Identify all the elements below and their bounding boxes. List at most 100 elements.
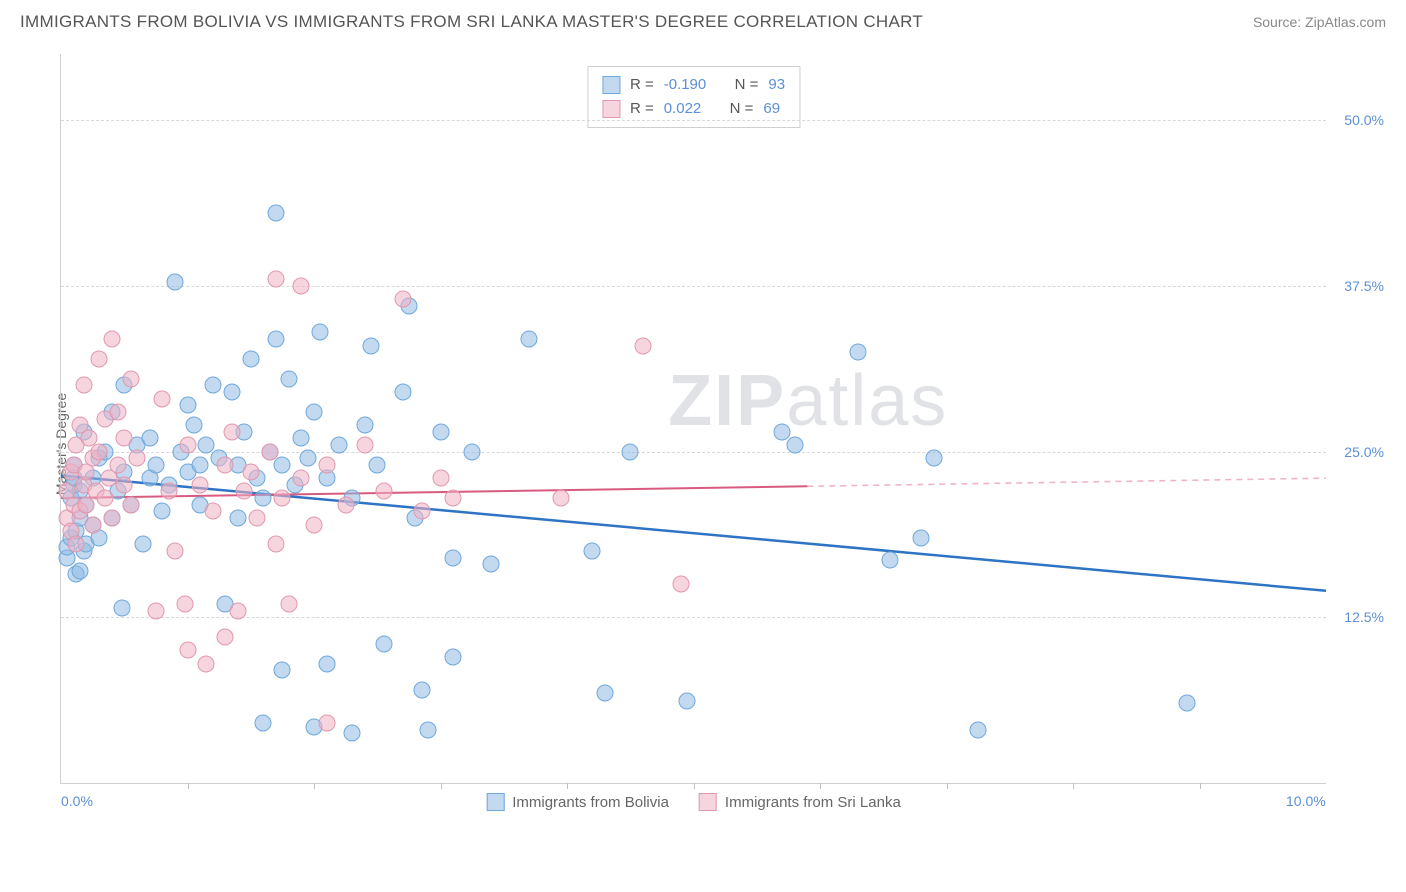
scatter-point	[318, 655, 335, 672]
scatter-point	[274, 490, 291, 507]
scatter-point	[419, 721, 436, 738]
r-value-srilanka: 0.022	[664, 97, 702, 121]
scatter-point	[293, 470, 310, 487]
n-value-srilanka: 69	[763, 97, 780, 121]
scatter-point	[68, 536, 85, 553]
scatter-point	[280, 596, 297, 613]
scatter-point	[217, 629, 234, 646]
gridline	[61, 617, 1326, 618]
scatter-point	[356, 437, 373, 454]
legend-label-bolivia: Immigrants from Bolivia	[512, 794, 669, 811]
scatter-point	[179, 437, 196, 454]
watermark: ZIPatlas	[668, 360, 948, 442]
scatter-point	[622, 443, 639, 460]
scatter-point	[204, 503, 221, 520]
scatter-point	[774, 423, 791, 440]
scatter-point	[293, 430, 310, 447]
scatter-point	[90, 350, 107, 367]
y-tick-label: 12.5%	[1344, 609, 1384, 625]
y-tick-label: 50.0%	[1344, 112, 1384, 128]
trend-lines	[61, 54, 1326, 783]
x-tick-label: 0.0%	[61, 793, 93, 809]
scatter-point	[584, 543, 601, 560]
x-tick-label: 10.0%	[1286, 793, 1326, 809]
scatter-point	[75, 377, 92, 394]
stats-row-bolivia: R = -0.190 N = 93	[602, 73, 785, 97]
scatter-point	[179, 642, 196, 659]
scatter-point	[268, 536, 285, 553]
scatter-point	[230, 602, 247, 619]
scatter-point	[223, 423, 240, 440]
scatter-point	[445, 490, 462, 507]
scatter-point	[166, 543, 183, 560]
x-minor-tick	[947, 783, 948, 789]
x-minor-tick	[441, 783, 442, 789]
scatter-point	[103, 509, 120, 526]
scatter-point	[299, 450, 316, 467]
scatter-point	[116, 430, 133, 447]
scatter-point	[268, 330, 285, 347]
scatter-point	[394, 291, 411, 308]
scatter-point	[293, 277, 310, 294]
scatter-point	[445, 549, 462, 566]
scatter-point	[413, 503, 430, 520]
watermark-bold: ZIP	[668, 361, 786, 441]
y-tick-label: 25.0%	[1344, 444, 1384, 460]
scatter-point	[198, 437, 215, 454]
gridline	[61, 120, 1326, 121]
scatter-point	[176, 596, 193, 613]
scatter-point	[160, 483, 177, 500]
scatter-point	[445, 649, 462, 666]
source-label: Source:	[1253, 14, 1301, 30]
scatter-point	[261, 443, 278, 460]
x-minor-tick	[567, 783, 568, 789]
scatter-point	[913, 529, 930, 546]
scatter-point	[71, 562, 88, 579]
swatch-pink-icon	[699, 793, 717, 811]
scatter-point	[217, 456, 234, 473]
swatch-blue-icon	[602, 76, 620, 94]
y-tick-label: 37.5%	[1344, 278, 1384, 294]
legend: Immigrants from Bolivia Immigrants from …	[486, 793, 901, 811]
chart-header: IMMIGRANTS FROM BOLIVIA VS IMMIGRANTS FR…	[0, 0, 1406, 40]
gridline	[61, 452, 1326, 453]
x-minor-tick	[1073, 783, 1074, 789]
scatter-point	[369, 456, 386, 473]
x-minor-tick	[188, 783, 189, 789]
scatter-point	[306, 516, 323, 533]
scatter-point	[362, 337, 379, 354]
scatter-point	[154, 390, 171, 407]
scatter-point	[84, 516, 101, 533]
legend-item-srilanka: Immigrants from Sri Lanka	[699, 793, 901, 811]
x-minor-tick	[694, 783, 695, 789]
scatter-point	[116, 476, 133, 493]
scatter-point	[166, 273, 183, 290]
scatter-point	[236, 483, 253, 500]
scatter-point	[356, 417, 373, 434]
scatter-point	[634, 337, 651, 354]
watermark-light: atlas	[786, 361, 948, 441]
scatter-point	[90, 443, 107, 460]
scatter-point	[268, 205, 285, 222]
scatter-point	[185, 417, 202, 434]
chart-area: Master's Degree ZIPatlas R = -0.190 N = …	[20, 44, 1386, 844]
scatter-point	[970, 721, 987, 738]
scatter-point	[337, 496, 354, 513]
scatter-point	[312, 324, 329, 341]
scatter-point	[242, 350, 259, 367]
scatter-point	[318, 456, 335, 473]
scatter-point	[147, 602, 164, 619]
scatter-point	[204, 377, 221, 394]
source-attribution: Source: ZipAtlas.com	[1253, 14, 1386, 30]
scatter-point	[179, 397, 196, 414]
scatter-point	[375, 483, 392, 500]
scatter-point	[375, 635, 392, 652]
scatter-point	[128, 450, 145, 467]
x-minor-tick	[820, 783, 821, 789]
scatter-point	[192, 476, 209, 493]
scatter-point	[925, 450, 942, 467]
legend-item-bolivia: Immigrants from Bolivia	[486, 793, 669, 811]
scatter-point	[255, 490, 272, 507]
scatter-point	[242, 463, 259, 480]
scatter-point	[103, 330, 120, 347]
